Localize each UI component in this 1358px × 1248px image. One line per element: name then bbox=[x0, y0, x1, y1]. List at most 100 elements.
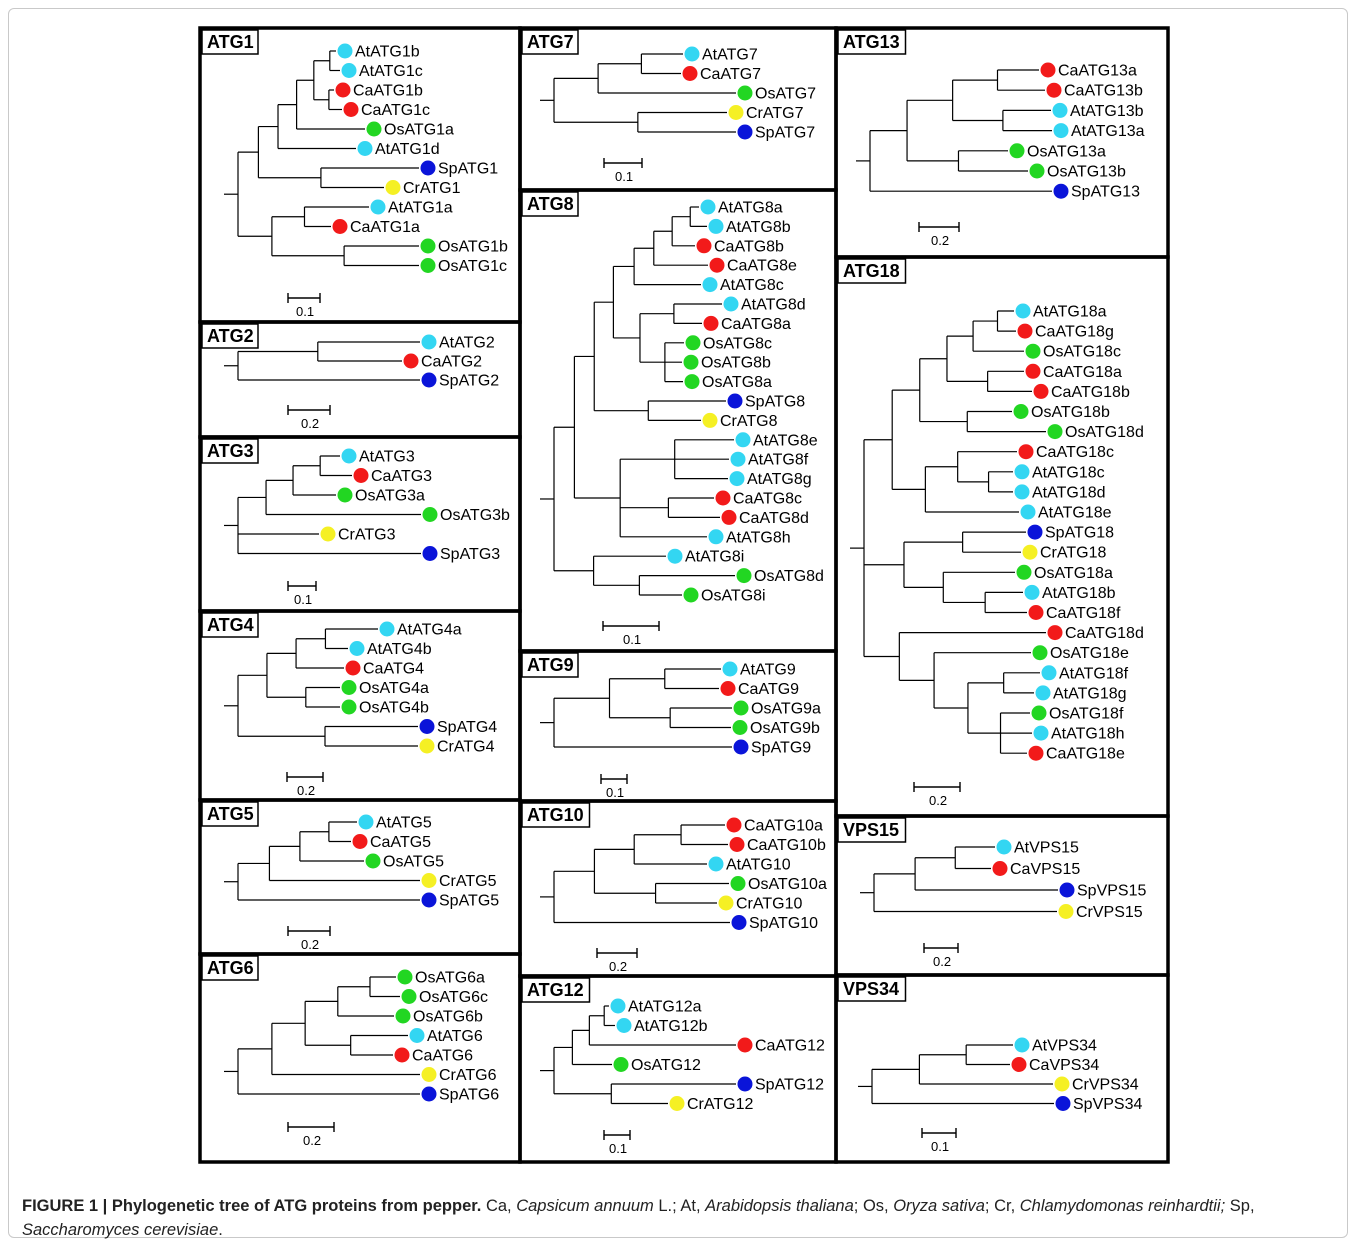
leaf-label: AtATG13b bbox=[1070, 103, 1144, 120]
leaf-label: OsATG8d bbox=[754, 568, 824, 585]
species-dot-os bbox=[1016, 564, 1032, 580]
species-dot-os bbox=[1031, 705, 1047, 721]
species-dot-at bbox=[1033, 725, 1049, 741]
leaf-label: OsATG1a bbox=[384, 122, 454, 139]
leaf-label: OsATG6a bbox=[415, 970, 485, 987]
leaf-label: OsATG18b bbox=[1031, 404, 1110, 421]
caption-part: ; Os, bbox=[853, 1197, 894, 1215]
leaf-label: SpATG4 bbox=[437, 719, 497, 736]
species-dot-sp bbox=[421, 1086, 437, 1102]
panel-title: ATG4 bbox=[207, 615, 254, 635]
leaf-label: SpATG2 bbox=[439, 373, 499, 390]
panel-title-box bbox=[201, 438, 259, 464]
species-dot-ca bbox=[394, 1047, 410, 1063]
leaf-label: SpATG12 bbox=[755, 1077, 824, 1094]
leaf-label: CaATG1c bbox=[361, 102, 430, 119]
species-dot-at bbox=[708, 218, 724, 234]
leaf-label: AtATG18d bbox=[1032, 484, 1106, 501]
leaf-label: OsATG4a bbox=[359, 680, 429, 697]
scale-bar-label: 0.1 bbox=[294, 592, 312, 607]
species-dot-os bbox=[685, 335, 701, 351]
leaf-label: SpATG18 bbox=[1045, 525, 1114, 542]
leaf-label: AtATG18f bbox=[1059, 665, 1129, 682]
species-dot-sp bbox=[419, 719, 435, 734]
species-dot-ca bbox=[345, 660, 361, 676]
species-dot-os bbox=[1032, 645, 1048, 661]
species-dot-cr bbox=[1054, 1076, 1070, 1092]
leaf-label: AtATG10 bbox=[726, 857, 791, 874]
species-dot-ca bbox=[682, 66, 698, 81]
leaf-label: AtATG4b bbox=[367, 641, 432, 658]
species-dot-at bbox=[684, 46, 700, 62]
species-dot-ca bbox=[352, 834, 368, 849]
leaf-label: AtATG1d bbox=[375, 141, 440, 158]
leaf-label: SpATG8 bbox=[745, 394, 805, 411]
species-dot-cr bbox=[421, 873, 437, 888]
species-dot-at bbox=[341, 63, 357, 78]
leaf-label: CrATG8 bbox=[720, 413, 778, 430]
leaf-label: AtATG12b bbox=[634, 1018, 708, 1035]
leaf-label: OsATG8i bbox=[701, 588, 766, 605]
leaf-label: CaATG18g bbox=[1035, 324, 1114, 341]
leaf-label: AtATG18g bbox=[1053, 685, 1127, 702]
caption-part: Oryza sativa bbox=[893, 1197, 985, 1215]
leaf-label: AtATG5 bbox=[376, 815, 432, 832]
leaf-label: CaATG5 bbox=[370, 834, 431, 851]
species-dot-ca bbox=[1033, 383, 1049, 399]
species-dot-at bbox=[1015, 303, 1031, 319]
species-dot-os bbox=[366, 121, 382, 137]
scale-bar-label: 0.2 bbox=[929, 793, 947, 808]
leaf-label: CrATG7 bbox=[746, 105, 804, 122]
species-dot-at bbox=[337, 43, 353, 59]
panel-title: ATG8 bbox=[527, 194, 574, 214]
panel-title-box bbox=[201, 801, 259, 827]
leaf-label: CrATG10 bbox=[736, 896, 802, 913]
species-dot-cr bbox=[669, 1096, 685, 1111]
panel-title-box bbox=[837, 976, 907, 1002]
species-dot-at bbox=[996, 839, 1012, 855]
panel-title-box bbox=[837, 817, 907, 843]
species-dot-ca bbox=[709, 257, 725, 273]
leaf-label: AtATG8e bbox=[753, 432, 818, 449]
leaf-label: CrATG18 bbox=[1040, 545, 1106, 562]
species-dot-ca bbox=[992, 861, 1008, 876]
panel-title-box bbox=[201, 323, 259, 349]
caption-part: Sp, bbox=[1225, 1197, 1255, 1215]
caption-body: Ca, Capsicum annuum L.; At, Arabidopsis … bbox=[22, 1197, 1255, 1239]
panel-atg10: ATG10 CaATG10a CaATG10b AtATG10 OsATG10a CrAT… bbox=[518, 799, 838, 978]
species-dot-os bbox=[420, 238, 436, 254]
leaf-label: OsATG9b bbox=[750, 720, 820, 737]
leaf-label: CrATG12 bbox=[687, 1096, 753, 1113]
species-dot-at bbox=[730, 451, 746, 467]
leaf-label: OsATG7 bbox=[755, 86, 816, 103]
species-dot-sp bbox=[727, 393, 743, 409]
leaf-label: AtATG8a bbox=[718, 200, 783, 217]
leaf-label: OsATG18d bbox=[1065, 424, 1144, 441]
species-dot-at bbox=[1020, 504, 1036, 520]
species-dot-sp bbox=[731, 915, 747, 930]
species-dot-cr bbox=[1022, 544, 1038, 560]
leaf-label: CaATG18c bbox=[1036, 444, 1114, 461]
species-dot-sp bbox=[421, 892, 437, 908]
species-dot-ca bbox=[403, 353, 419, 369]
panel-atg1: ATG1 AtATG1b AtATG1c CaATG1b CaATG1c OsATG1a A… bbox=[198, 26, 522, 324]
leaf-label: AtATG1c bbox=[359, 63, 423, 80]
leaf-label: SpATG5 bbox=[439, 893, 499, 910]
species-dot-ca bbox=[332, 219, 348, 234]
species-dot-ca bbox=[737, 1037, 753, 1053]
species-dot-at bbox=[616, 1018, 632, 1033]
panel-title: ATG12 bbox=[527, 980, 584, 1000]
species-dot-ca bbox=[721, 509, 737, 525]
leaf-label: CrATG3 bbox=[338, 527, 396, 544]
leaf-label: OsATG5 bbox=[383, 854, 444, 871]
leaf-label: CrATG1 bbox=[403, 180, 461, 197]
panel-title: VPS34 bbox=[843, 979, 899, 999]
species-dot-ca bbox=[1047, 625, 1063, 641]
caption-part: L.; At, bbox=[653, 1197, 706, 1215]
scale-bar-label: 0.1 bbox=[606, 785, 624, 800]
panel-atg5: ATG5 AtATG5 CaATG5 OsATG5 CrATG5 SpATG5 0.2 bbox=[198, 798, 522, 956]
panel-vps15: VPS15 AtVPS15 CaVPS15 SpVPS15 CrVPS15 0.2 bbox=[834, 814, 1170, 977]
leaf-label: OsATG9a bbox=[751, 701, 821, 718]
species-dot-at bbox=[1052, 102, 1068, 118]
leaf-label: OsATG18f bbox=[1049, 706, 1124, 723]
